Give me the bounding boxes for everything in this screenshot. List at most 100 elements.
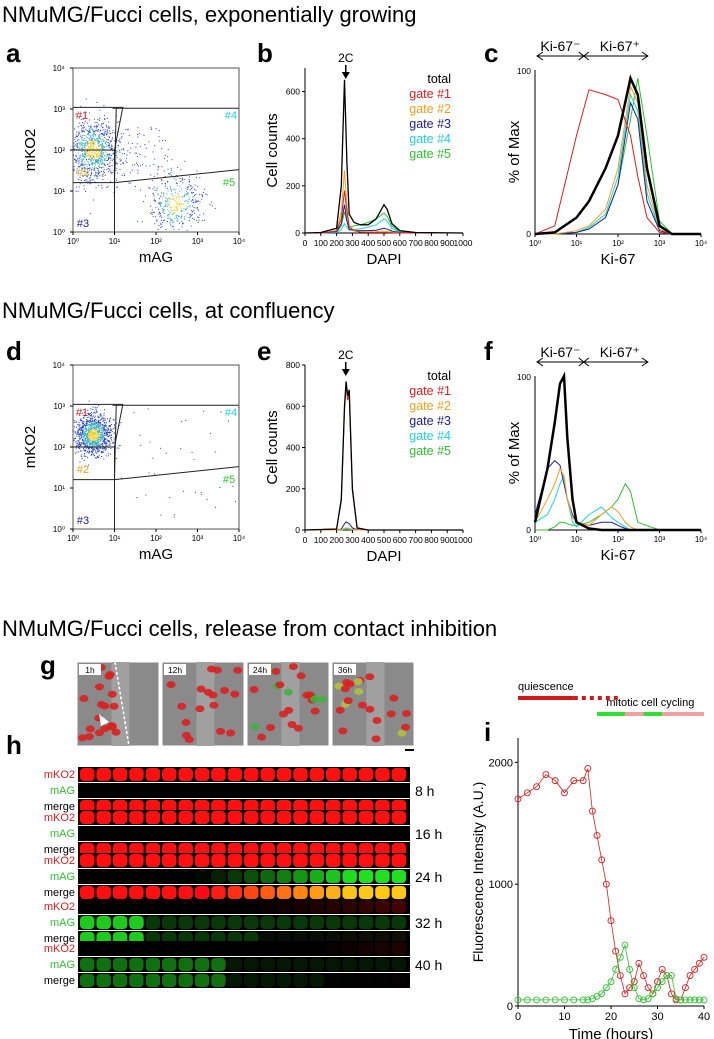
x-tick-label: 1000 bbox=[454, 535, 473, 545]
nucleus bbox=[250, 723, 260, 731]
nucleus bbox=[354, 687, 364, 695]
peak-label-2c: 2C bbox=[338, 348, 354, 362]
cycling-bar-segment bbox=[597, 712, 625, 716]
cell-merge bbox=[260, 843, 275, 856]
cell-merge bbox=[194, 886, 210, 899]
kymo-row-mAG bbox=[78, 957, 410, 972]
cell-mAG bbox=[358, 958, 374, 971]
data-point-mKO2 bbox=[640, 972, 647, 979]
data-point-mAG bbox=[523, 996, 531, 1004]
cell-mAG bbox=[195, 870, 210, 883]
gate-label-1: #1 bbox=[76, 110, 88, 122]
cell-mKO2 bbox=[96, 768, 111, 781]
cell-merge bbox=[293, 800, 308, 813]
nucleus bbox=[365, 705, 375, 713]
y-tick-label: 200 bbox=[286, 181, 300, 191]
cell-merge bbox=[276, 843, 292, 856]
nucleus bbox=[389, 694, 399, 702]
cell-mKO2 bbox=[112, 811, 128, 824]
nucleus bbox=[209, 701, 219, 709]
data-point-mAG bbox=[602, 984, 610, 992]
nucleus bbox=[216, 727, 226, 735]
cell-mKO2 bbox=[358, 900, 374, 913]
cell-mAG bbox=[391, 916, 407, 929]
cell-mAG bbox=[375, 958, 390, 971]
data-point-mKO2 bbox=[658, 966, 666, 973]
cell-mKO2 bbox=[80, 854, 95, 867]
y-tick-label: 1000 bbox=[489, 879, 513, 891]
data-point-mAG bbox=[672, 995, 680, 1003]
cell-merge bbox=[227, 974, 243, 987]
cell-merge bbox=[342, 800, 357, 813]
x-tick-label: 10³ bbox=[654, 535, 666, 544]
ki67-negative-label: Ki-67⁻ bbox=[540, 344, 580, 360]
cell-merge bbox=[129, 886, 144, 899]
timelapse-frame-12h bbox=[161, 661, 245, 747]
cell-mKO2 bbox=[293, 811, 308, 824]
x-tick-label: 800 bbox=[424, 535, 438, 545]
x-tick-label: 10⁰ bbox=[529, 535, 541, 544]
y-axis-label: Cell counts bbox=[264, 113, 281, 187]
panel-letter-e: e bbox=[257, 336, 272, 366]
legend-entry-5: gate #5 bbox=[409, 444, 451, 458]
frame-time-label: 24h bbox=[253, 665, 267, 675]
timelapse-frame-24h bbox=[246, 661, 330, 747]
kymograph-block-24h bbox=[78, 853, 410, 900]
panel-letter-i: i bbox=[484, 717, 492, 747]
cell-mAG bbox=[227, 916, 243, 929]
nucleus bbox=[96, 700, 106, 708]
cell-merge bbox=[162, 800, 177, 813]
x-tick-label: 0 bbox=[303, 535, 308, 545]
y-tick-label: 10³ bbox=[53, 402, 65, 411]
cell-mKO2 bbox=[375, 768, 390, 781]
x-tick-label: 700 bbox=[409, 535, 423, 545]
cell-mKO2 bbox=[375, 811, 390, 824]
ki67-histogram-c bbox=[534, 51, 702, 237]
y-tick-label: 10⁰ bbox=[53, 228, 65, 237]
data-point-mKO2 bbox=[533, 783, 541, 791]
cell-mKO2 bbox=[358, 768, 374, 781]
cell-merge bbox=[145, 800, 161, 813]
peak-label-2c: 2C bbox=[338, 51, 354, 65]
series-line-gate--5 bbox=[535, 482, 701, 531]
cell-mAG bbox=[375, 870, 390, 883]
cell-mKO2 bbox=[96, 811, 111, 824]
x-tick-label: 30 bbox=[651, 1011, 663, 1023]
data-point-mKO2 bbox=[668, 990, 675, 998]
nucleus bbox=[318, 695, 328, 703]
cell-mAG bbox=[342, 916, 357, 929]
data-point-mAG bbox=[542, 996, 550, 1004]
x-tick-label: 100 bbox=[314, 238, 328, 248]
data-point-mKO2 bbox=[691, 966, 699, 973]
cell-mKO2 bbox=[326, 854, 341, 867]
cell-merge bbox=[80, 800, 95, 813]
axes bbox=[517, 738, 704, 1007]
x-tick-label: 900 bbox=[440, 535, 454, 545]
cell-mKO2 bbox=[309, 811, 325, 824]
data-point-mAG bbox=[677, 996, 685, 1004]
timepoint-label: 8 h bbox=[415, 783, 434, 799]
cell-mKO2 bbox=[260, 811, 275, 824]
cell-mKO2 bbox=[112, 854, 128, 867]
data-point-mAG bbox=[570, 996, 578, 1004]
cell-mAG bbox=[260, 958, 275, 971]
x-tick-label: 600 bbox=[393, 238, 407, 248]
nucleus bbox=[371, 735, 381, 743]
x-tick-label: 10⁴ bbox=[695, 535, 708, 544]
phase-label-mitotic: mitotic cell cycling bbox=[606, 697, 694, 709]
cell-mKO2 bbox=[391, 854, 407, 867]
panel-letter-b: b bbox=[257, 38, 273, 68]
y-tick-label: 10¹ bbox=[53, 484, 65, 493]
nucleus bbox=[107, 722, 117, 730]
x-tick-label: 10 bbox=[558, 1011, 570, 1023]
cell-merge bbox=[162, 843, 177, 856]
cell-mKO2 bbox=[260, 854, 275, 867]
data-point-mAG bbox=[630, 984, 638, 992]
data-point-mKO2 bbox=[523, 789, 531, 797]
nucleus bbox=[296, 672, 306, 680]
series-line-gate--5 bbox=[535, 78, 701, 235]
cell-mAG bbox=[309, 870, 325, 883]
kymograph-block-40h bbox=[78, 941, 410, 988]
cell-mKO2 bbox=[80, 811, 95, 824]
nucleus bbox=[105, 671, 115, 679]
